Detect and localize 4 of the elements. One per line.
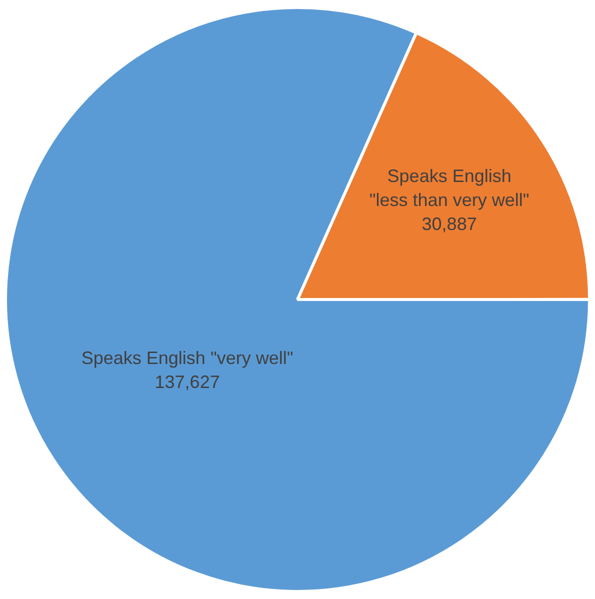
slice-label: Speaks English "less than very well" [369, 166, 530, 210]
slice-label: Speaks English "very well" [81, 348, 294, 368]
data-label: 30,887 [422, 214, 477, 234]
data-label: 137,627 [154, 372, 220, 392]
